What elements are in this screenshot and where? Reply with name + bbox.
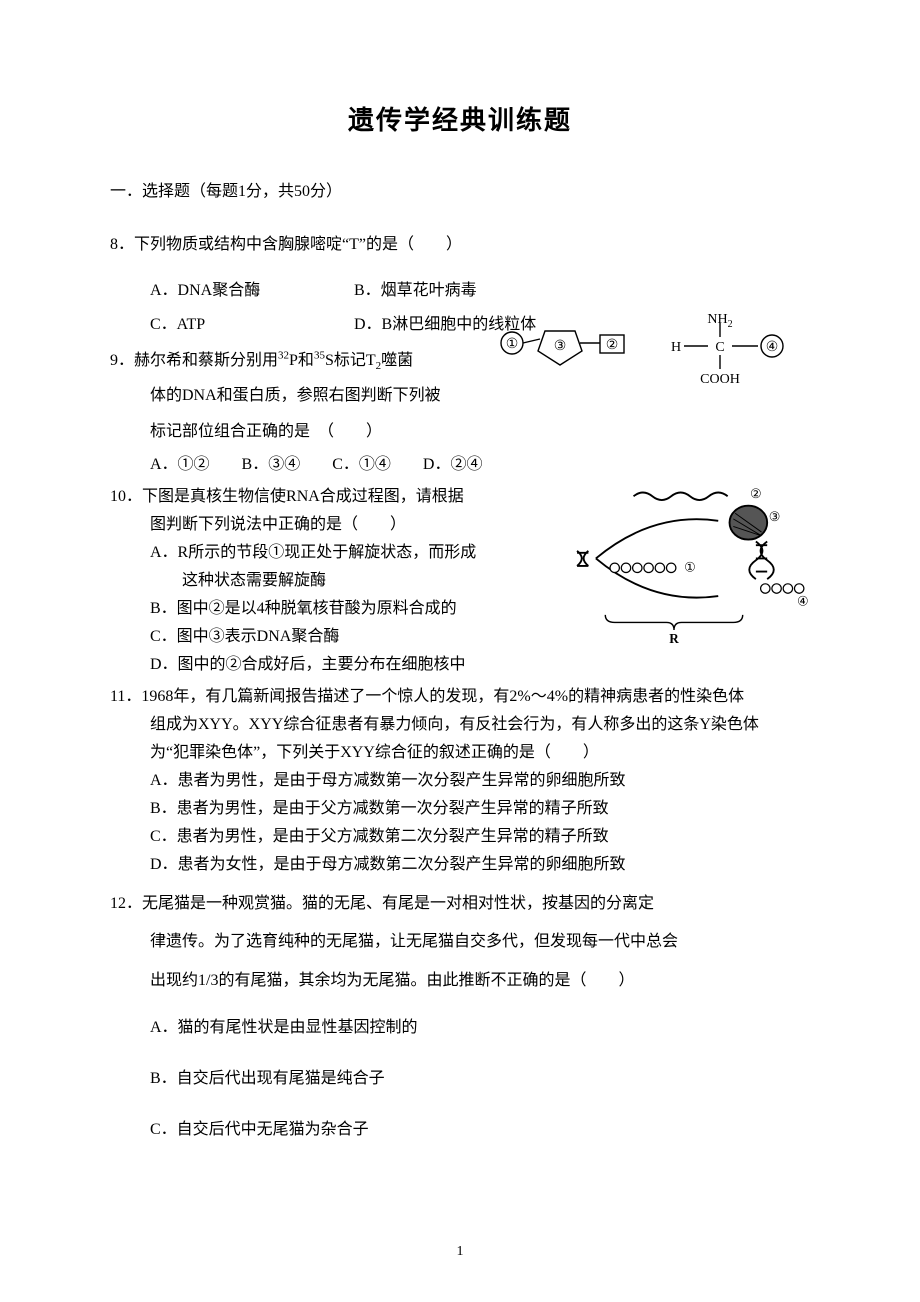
q9-l1c: S标记T xyxy=(325,352,376,369)
question-8: 8．下列物质或结构中含胸腺嘧啶“T”的是（ ） A．DNA聚合酶 B．烟草花叶病… xyxy=(110,229,810,477)
q10-opt-a1: A．R所示的节段①现正处于解旋状态，而形成 xyxy=(150,541,590,565)
q10-label-3: ③ xyxy=(769,509,781,524)
q9-stem: 9．赫尔希和蔡斯分别用32P和35S标记T2噬菌 体的DNA和蛋白质，参照右图判… xyxy=(110,343,810,449)
q8-opt-a: A．DNA聚合酶 xyxy=(150,279,350,303)
q10-opt-d: D．图中的②合成好后，主要分布在细胞核中 xyxy=(150,653,590,677)
q12-opt-a: A．猫的有尾性状是由显性基因控制的 xyxy=(150,1010,810,1045)
q11-stem-l1: 11．1968年，有几篇新闻报告描述了一个惊人的发现，有2%～4%的精神病患者的… xyxy=(110,685,810,709)
q11-opt-c: C．患者为男性，是由于父方减数第二次分裂产生异常的精子所致 xyxy=(150,825,810,849)
q12-number: 12． xyxy=(110,895,142,912)
q10-label-4: ④ xyxy=(797,593,809,608)
q8-opt-b: B．烟草花叶病毒 xyxy=(354,279,614,303)
q9-sup32: 32 xyxy=(278,350,289,362)
q9-l1d: 噬菌 xyxy=(381,352,413,369)
q11-stem-l3: 为“犯罪染色体”，下列关于XYY综合征的叙述正确的是（ ） xyxy=(150,741,810,765)
q10-opt-a2: 这种状态需要解旋酶 xyxy=(150,569,590,593)
q10-label-R: R xyxy=(669,631,679,645)
page-number: 1 xyxy=(0,1244,920,1260)
q12-l1: 无尾猫是一种观赏猫。猫的无尾、有尾是一对相对性状，按基因的分离定 xyxy=(142,895,654,912)
q8-options-row1: A．DNA聚合酶 B．烟草花叶病毒 xyxy=(150,279,810,303)
q11-stem-l2: 组成为XYY。XYY综合征患者有暴力倾向，有反社会行为，有人称多出的这条Y染色体 xyxy=(150,713,810,737)
q11-number: 11． xyxy=(110,688,141,705)
q11-opt-b: B．患者为男性，是由于父方减数第一次分裂产生异常的精子所致 xyxy=(150,797,810,821)
q9-l1a: 赫尔希和蔡斯分别用 xyxy=(134,352,278,369)
q8-number: 8． xyxy=(110,236,134,253)
q10-number: 10． xyxy=(110,488,142,505)
q10-opt-b: B．图中②是以4种脱氧核苷酸为原料合成的 xyxy=(150,597,590,621)
q11-l1: 1968年，有几篇新闻报告描述了一个惊人的发现，有2%～4%的精神病患者的性染色… xyxy=(141,688,744,705)
question-11: 11．1968年，有几篇新闻报告描述了一个惊人的发现，有2%～4%的精神病患者的… xyxy=(110,685,810,877)
q10-l1: 下图是真核生物信使RNA合成过程图，请根据 xyxy=(142,488,464,505)
q12-l3: 出现约1/3的有尾猫，其余均为无尾猫。由此推断不正确的是（ ） xyxy=(150,962,810,1000)
question-12: 12．无尾猫是一种观赏猫。猫的无尾、有尾是一对相对性状，按基因的分离定 律遗传。… xyxy=(110,885,810,1148)
q10-stem-l2: 图判断下列说法中正确的是（ ） xyxy=(150,513,590,537)
q11-opt-d: D．患者为女性，是由于母方减数第二次分裂产生异常的卵细胞所致 xyxy=(150,853,810,877)
q10-opt-c: C．图中③表示DNA聚合酶 xyxy=(150,625,590,649)
q8-stem: 8．下列物质或结构中含胸腺嘧啶“T”的是（ ） xyxy=(110,229,810,261)
q10-label-2: ② xyxy=(750,486,762,501)
q12-opt-b: B．自交后代出现有尾猫是纯合子 xyxy=(150,1061,810,1096)
q9-sup35: 35 xyxy=(314,350,325,362)
q9-stem-l2: 体的DNA和蛋白质，参照右图判断下列被 xyxy=(150,378,810,413)
q12-l2: 律遗传。为了选育纯种的无尾猫，让无尾猫自交多代，但发现每一代中总会 xyxy=(150,923,810,961)
section-heading: 一．选择题（每题1分，共50分） xyxy=(110,177,810,201)
page: 遗传学经典训练题 一．选择题（每题1分，共50分） 8．下列物质或结构中含胸腺嘧… xyxy=(0,0,920,1302)
q10-stem: 10．下图是真核生物信使RNA合成过程图，请根据 xyxy=(110,485,550,509)
q8-opt-c: C．ATP xyxy=(150,313,350,337)
q11-opt-a: A．患者为男性，是由于母方减数第一次分裂产生异常的卵细胞所致 xyxy=(150,769,810,793)
q9-l1b: P和 xyxy=(289,352,314,369)
question-9: 9．赫尔希和蔡斯分别用32P和35S标记T2噬菌 体的DNA和蛋白质，参照右图判… xyxy=(110,343,810,477)
q8-text: 下列物质或结构中含胸腺嘧啶“T”的是（ ） xyxy=(134,236,462,253)
q10-figure: ① ② ③ ④ R xyxy=(560,485,820,645)
q9-stem-l3: 标记部位组合正确的是 （ ） xyxy=(150,414,810,449)
page-title: 遗传学经典训练题 xyxy=(110,100,810,137)
question-10: ① ② ③ ④ R 10．下图是真核生物信使RNA合成过程图，请根据 图判断下列… xyxy=(110,485,810,677)
q9-options: A．①② B．③④ C．①④ D．②④ xyxy=(150,453,810,477)
q9-number: 9． xyxy=(110,352,134,369)
q12-stem: 12．无尾猫是一种观赏猫。猫的无尾、有尾是一对相对性状，按基因的分离定 律遗传。… xyxy=(110,885,810,1000)
q12-opt-c: C．自交后代中无尾猫为杂合子 xyxy=(150,1112,810,1147)
q10-label-1: ① xyxy=(684,559,696,574)
